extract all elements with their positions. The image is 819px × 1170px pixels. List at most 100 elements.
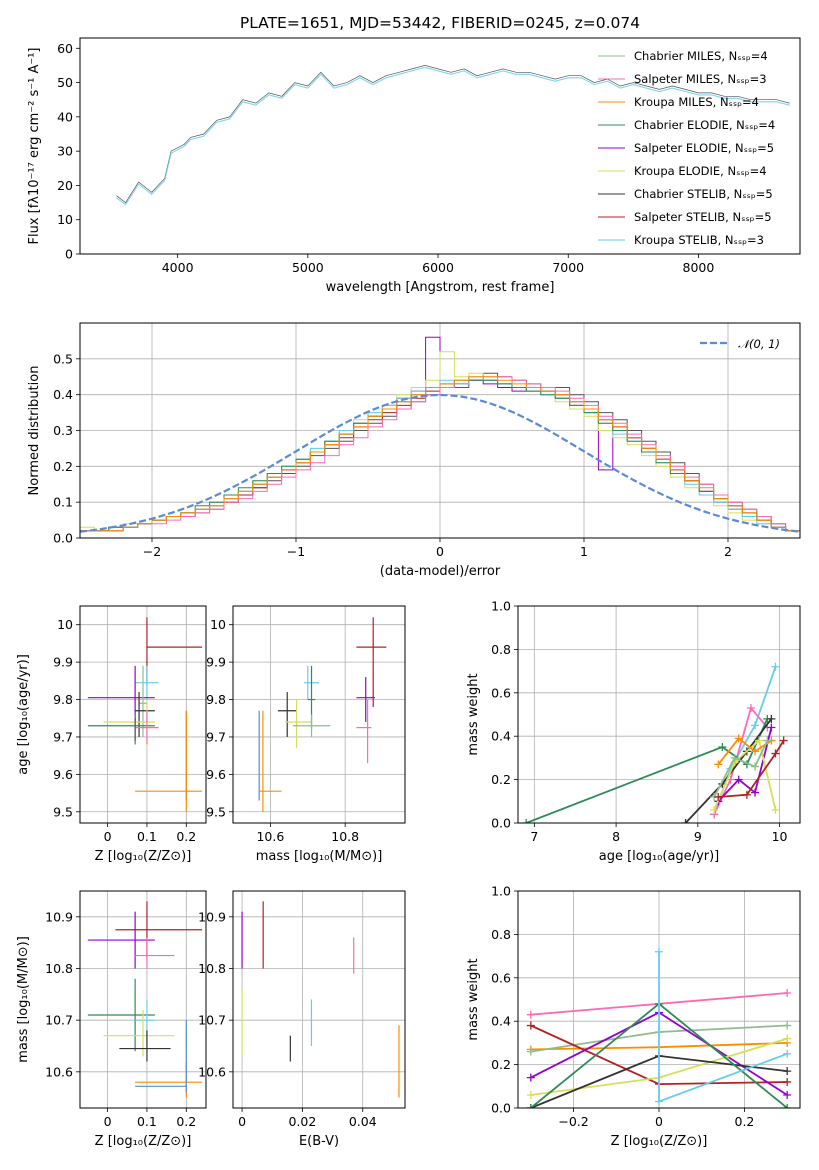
x-tick-label: 0.2 [176,1114,196,1129]
y-tick-label: 0.8 [491,642,511,657]
plot-area [258,617,387,812]
weight-series-line [684,718,773,823]
y-tick-label: 9.6 [206,767,226,782]
x-tick-label: 0.02 [288,1114,316,1129]
x-tick-label: 0.2 [735,1114,755,1129]
legend-label: Salpeter ELODIE, Nₛₛₚ=5 [634,141,774,155]
weight-marker [655,1097,663,1106]
weight-marker [783,1067,792,1076]
y-tick-label: 0.8 [491,927,511,942]
weight-marker [751,762,760,771]
x-tick-label: 7000 [552,260,584,275]
y-tick-label: 9.6 [53,767,73,782]
x-axis-label: E(B-V) [299,1134,339,1149]
errorbar-point [139,665,147,737]
y-tick-label: 9.5 [53,804,73,819]
x-tick-label: 8 [612,829,620,844]
weight-marker [751,788,760,797]
y-tick-label: 40 [57,109,73,124]
y-tick-label: 0.1 [53,495,73,510]
axes-frame [232,890,406,1109]
errorbar-point [356,617,387,708]
x-tick-label: 10 [772,829,788,844]
plot-area [526,947,792,1108]
weight-marker [734,734,743,743]
errorbar-point [135,665,159,700]
x-tick-label: 5000 [292,260,324,275]
legend: Chabrier MILES, Nₛₛₚ=4 Salpeter MILES, Nₛ… [598,49,775,247]
weight-marker [779,736,788,745]
y-axis-label: age [log₁₀(age/yr)] [16,654,31,775]
legend-label: 𝒩(0, 1) [738,337,780,351]
y-tick-label: 10 [210,617,226,632]
y-tick-label: 10.8 [198,961,226,976]
weight-marker [714,760,723,769]
errorbar-point [277,692,297,737]
weight-marker [526,1010,535,1019]
axes-frame [517,605,801,824]
panel-spectrum: Chabrier MILES, Nₛₛₚ=4 Salpeter MILES, Nₛ… [27,14,801,295]
weight-series-line [713,740,769,798]
legend-label: Salpeter MILES, Nₛₛₚ=3 [634,72,767,86]
y-tick-label: 10.8 [45,961,73,976]
plot-area [87,901,203,1098]
errorbar-point [135,1020,187,1093]
errorbar-point [135,710,203,812]
y-tick-label: 9.7 [206,729,226,744]
x-tick-label: 8000 [683,260,715,275]
errorbar-point [259,710,282,812]
y-tick-label: 10.9 [198,909,226,924]
errorbar-point [87,665,155,722]
panel-age-vs-Z: 0 0.1 0.2 9.5 9.6 9.7 9.8 9.9 10 Z [log₁₀(Z/Z⊙)] a… [16,605,207,864]
weight-marker [526,1073,535,1082]
y-tick-label: 0.0 [491,816,511,831]
panel-mass-vs-EBV: 0 0.02 0.04 10.6 10.7 10.8 10.9 E(B-V) [198,890,406,1149]
errorbar-point [292,714,331,737]
y-tick-label: 9.7 [53,729,73,744]
y-tick-label: 60 [57,41,73,56]
x-tick-label: −2 [143,544,161,559]
errorbar-point [87,978,155,1052]
plot-area [241,901,400,1098]
y-tick-label: 0.3 [53,423,73,438]
errorbar-point [87,714,155,745]
y-tick-label: 0.4 [53,387,73,402]
y-tick-label: 9.8 [206,692,226,707]
y-axis-label: mass weight [466,958,481,1040]
errorbar-point [135,999,155,1046]
y-tick-label: 50 [57,75,73,90]
errorbar-point [103,1009,175,1057]
x-tick-label: 0 [104,1114,112,1129]
panel-weight-vs-age: 7 8 9 10 0.0 0.2 0.4 0.6 0.8 1.0 age [log₁₀(age/yr… [466,599,801,864]
x-tick-label: 1 [580,544,588,559]
x-tick-label: 2 [724,544,732,559]
panel-weight-vs-Z: −0.2 0 0.2 0.0 0.2 0.4 0.6 0.8 1.0 Z [log₁₀(Z/Z⊙)… [466,884,801,1149]
x-tick-label: 0.1 [137,1114,157,1129]
plot-area [116,65,790,206]
y-axis-label: mass weight [466,673,481,755]
legend-label: Chabrier MILES, Nₛₛₚ=4 [634,49,768,63]
weight-marker [771,662,780,671]
x-tick-label: 6000 [422,260,454,275]
x-tick-label: −1 [287,544,305,559]
x-axis-label: mass [log₁₀(M/M⊙)] [256,849,383,864]
x-axis-label: age [log₁₀(age/yr)] [599,849,720,864]
y-axis-label: Normed distribution [27,366,42,496]
weight-series-line [713,738,777,811]
y-tick-label: 10.7 [198,1013,226,1028]
y-tick-label: 9.9 [206,655,226,670]
x-tick-label: −0.2 [558,1114,588,1129]
weight-marker [734,775,743,784]
y-tick-label: 9.5 [206,804,226,819]
y-tick-label: 0.0 [53,531,73,546]
weight-marker [751,721,760,730]
panel-age-vs-mass: 10.6 10.8 9.5 9.6 9.7 9.8 9.9 10 mass [log₁₀(M/M… [206,605,406,864]
model-spectrum-line [116,66,790,206]
weight-marker [783,1077,792,1086]
axes-frame [79,890,207,1109]
x-tick-label: 10.8 [331,829,359,844]
y-tick-label: 9.8 [53,692,73,707]
errorbar-point [87,911,155,969]
plot-area [522,662,788,823]
weight-marker [746,703,755,712]
